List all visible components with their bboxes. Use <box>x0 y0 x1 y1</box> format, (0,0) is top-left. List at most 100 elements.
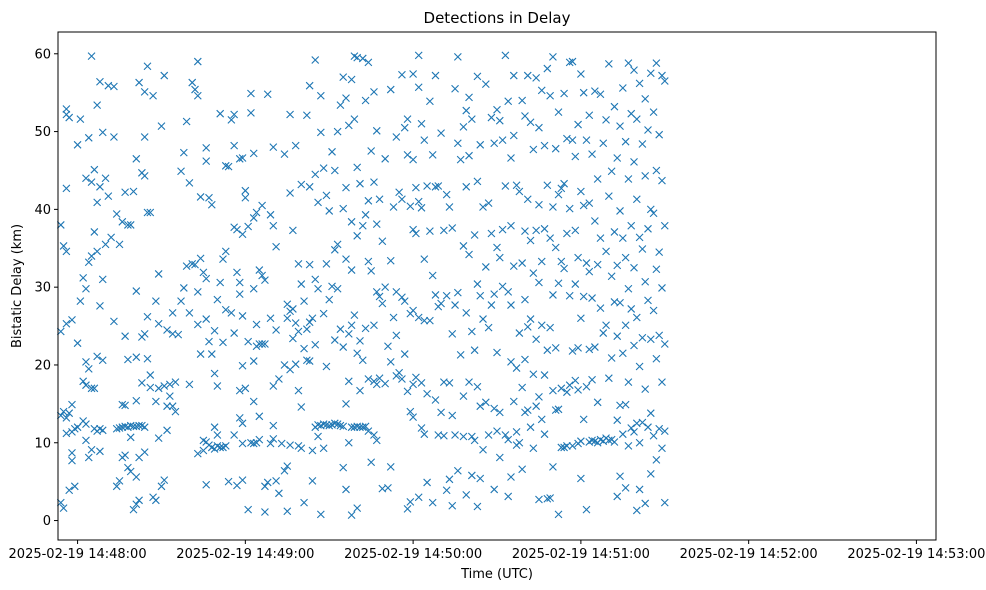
data-point <box>90 384 99 393</box>
x-tick-label: 2025-02-19 14:52:00 <box>680 547 818 562</box>
data-point <box>347 75 356 84</box>
data-point <box>241 193 250 202</box>
data-point <box>132 473 141 481</box>
data-point <box>59 407 68 416</box>
data-point <box>599 139 608 148</box>
data-point <box>311 170 320 179</box>
data-point <box>213 431 222 439</box>
data-point <box>207 200 216 209</box>
data-point <box>579 415 588 424</box>
data-point <box>361 422 370 431</box>
data-point <box>641 385 650 393</box>
data-point <box>565 204 574 213</box>
data-point <box>311 275 320 284</box>
data-point <box>300 344 308 353</box>
data-point <box>479 445 487 454</box>
data-point <box>624 284 633 293</box>
data-point <box>389 203 398 211</box>
data-point <box>509 71 518 80</box>
data-point <box>154 384 163 393</box>
data-point <box>124 463 132 472</box>
data-point <box>59 242 68 250</box>
data-point <box>459 432 468 441</box>
data-point <box>526 118 535 127</box>
data-point <box>249 149 258 158</box>
data-point <box>96 447 104 456</box>
data-point <box>479 315 487 323</box>
data-point <box>283 462 292 470</box>
data-point <box>437 299 445 308</box>
data-point <box>476 140 485 149</box>
data-point <box>453 139 462 148</box>
data-point <box>129 505 138 514</box>
data-point <box>140 329 149 338</box>
data-point <box>291 319 300 327</box>
data-point <box>448 224 457 232</box>
data-point <box>330 336 339 344</box>
data-point <box>269 382 278 390</box>
y-tick-label: 0 <box>43 514 51 529</box>
data-point <box>230 141 239 150</box>
data-point <box>302 356 311 365</box>
data-point <box>350 115 359 124</box>
data-point <box>459 392 468 400</box>
data-point <box>621 253 630 262</box>
data-point <box>574 253 582 262</box>
data-point <box>325 207 334 215</box>
data-point <box>655 130 664 139</box>
data-point <box>546 494 555 502</box>
data-point <box>590 217 599 225</box>
data-point <box>565 58 574 67</box>
data-point <box>395 368 404 377</box>
data-point <box>62 413 71 422</box>
data-point <box>638 418 647 427</box>
data-point <box>448 411 457 420</box>
data-point <box>124 355 132 364</box>
data-point <box>381 379 390 388</box>
data-point <box>87 252 96 260</box>
data-point <box>269 434 278 443</box>
data-point <box>339 343 348 351</box>
y-tick-label: 20 <box>34 358 51 373</box>
data-point <box>632 195 641 204</box>
data-point <box>76 115 85 124</box>
data-point <box>386 357 395 366</box>
data-point <box>367 147 376 155</box>
data-point <box>554 108 563 117</box>
data-point <box>453 53 462 61</box>
data-point <box>426 227 434 236</box>
data-point <box>261 276 269 285</box>
data-point <box>112 424 121 433</box>
data-point <box>101 240 110 249</box>
data-point <box>412 229 420 238</box>
data-point <box>171 407 180 416</box>
data-point <box>375 292 384 301</box>
data-point <box>518 383 527 392</box>
data-point <box>381 154 390 163</box>
data-point <box>90 165 99 174</box>
data-point <box>546 234 555 243</box>
data-point <box>613 332 622 341</box>
data-point <box>646 335 655 344</box>
data-point <box>537 257 546 266</box>
data-point <box>386 256 395 265</box>
data-point <box>490 139 499 148</box>
data-point <box>68 448 76 457</box>
y-axis: 0 10 20 30 40 50 60 <box>34 47 58 529</box>
data-point <box>165 392 174 400</box>
data-point <box>557 443 566 452</box>
data-point <box>272 242 280 251</box>
data-point <box>266 210 275 219</box>
data-point <box>358 423 367 432</box>
data-point <box>635 362 644 371</box>
data-point <box>314 284 322 293</box>
data-point <box>196 350 205 358</box>
data-point <box>93 352 102 361</box>
data-point <box>462 490 471 499</box>
data-point <box>356 386 364 395</box>
data-point <box>445 378 454 387</box>
data-point <box>342 255 350 264</box>
data-point <box>646 409 655 418</box>
data-point <box>462 182 471 191</box>
data-point <box>554 510 563 519</box>
